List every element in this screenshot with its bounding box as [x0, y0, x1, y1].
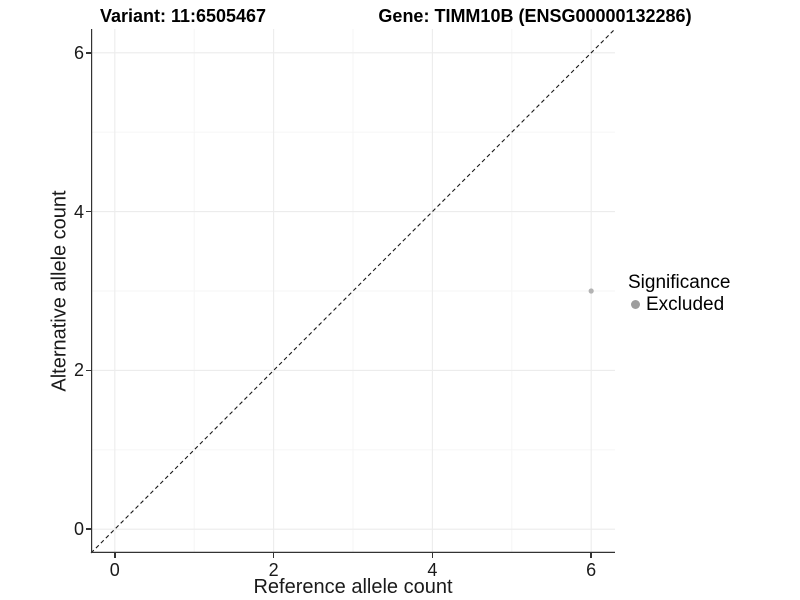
y-tick-label: 6	[73, 42, 84, 63]
plot-panel	[90, 28, 616, 554]
legend-items: Excluded	[628, 293, 730, 315]
plot-title-gene: Gene: TIMM10B (ENSG00000132286)	[378, 6, 692, 26]
y-tick-mark	[85, 210, 91, 213]
x-tick-mark	[272, 553, 275, 558]
y-axis-title: Alternative allele count	[48, 190, 71, 392]
x-tick-label: 6	[586, 560, 597, 580]
legend: Significance Excluded	[628, 272, 731, 315]
y-tick-mark	[85, 369, 91, 372]
legend-item-label: Excluded	[646, 293, 725, 315]
plot-title-variant: Variant: 11:6505467	[99, 6, 267, 26]
plot-svg	[90, 28, 616, 554]
y-tick-mark	[85, 528, 91, 530]
y-tick-label: 0	[73, 519, 84, 540]
y-tick-mark	[85, 52, 91, 54]
legend-key-dot-icon	[631, 300, 640, 309]
legend-title: Significance	[628, 272, 731, 293]
x-tick-mark	[114, 553, 116, 558]
x-tick-mark	[590, 553, 592, 558]
x-tick-label: 2	[268, 560, 279, 580]
data-point	[588, 288, 594, 294]
x-tick-label: 4	[427, 560, 438, 580]
legend-item: Excluded	[628, 293, 730, 315]
identity-reference-line	[90, 28, 616, 554]
y-tick-label: 2	[73, 360, 84, 381]
x-tick-label: 0	[109, 560, 120, 580]
y-tick-label: 4	[73, 201, 84, 222]
x-axis-title: Reference allele count	[253, 576, 453, 598]
x-tick-mark	[431, 553, 434, 558]
